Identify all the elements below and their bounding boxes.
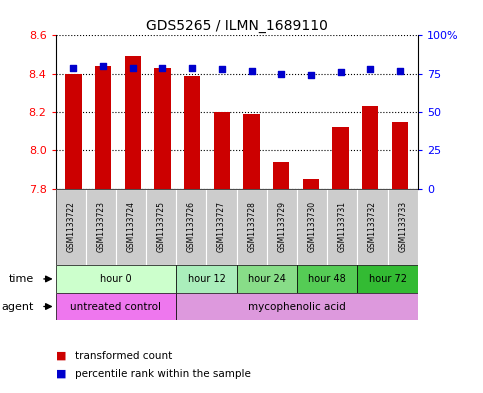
Text: GSM1133732: GSM1133732 xyxy=(368,201,377,252)
Point xyxy=(70,64,77,71)
Bar xyxy=(243,114,260,189)
Point xyxy=(129,64,137,71)
Bar xyxy=(146,189,176,265)
Bar xyxy=(184,75,200,189)
Text: GSM1133723: GSM1133723 xyxy=(96,201,105,252)
Bar xyxy=(392,121,408,189)
Bar xyxy=(237,265,297,293)
Bar xyxy=(362,106,379,189)
Bar xyxy=(207,189,237,265)
Point xyxy=(218,66,226,72)
Text: ■: ■ xyxy=(56,351,66,361)
Text: GSM1133727: GSM1133727 xyxy=(217,201,226,252)
Bar xyxy=(56,293,176,320)
Bar xyxy=(56,189,86,265)
Bar xyxy=(176,189,207,265)
Bar xyxy=(357,265,418,293)
Text: agent: agent xyxy=(1,301,34,312)
Point xyxy=(367,66,374,72)
Bar xyxy=(56,265,176,293)
Point xyxy=(248,68,256,74)
Text: transformed count: transformed count xyxy=(75,351,172,361)
Bar xyxy=(86,189,116,265)
Point xyxy=(188,64,196,71)
Title: GDS5265 / ILMN_1689110: GDS5265 / ILMN_1689110 xyxy=(146,19,327,33)
Bar xyxy=(125,57,141,189)
Bar xyxy=(327,189,357,265)
Bar xyxy=(176,293,418,320)
Bar xyxy=(332,127,349,189)
Bar xyxy=(267,189,297,265)
Text: hour 48: hour 48 xyxy=(308,274,346,284)
Text: mycophenolic acid: mycophenolic acid xyxy=(248,301,346,312)
Text: time: time xyxy=(9,274,34,284)
Bar xyxy=(273,162,289,189)
Bar xyxy=(303,179,319,189)
Point xyxy=(307,72,315,78)
Point xyxy=(337,69,344,75)
Bar xyxy=(388,189,418,265)
Text: hour 72: hour 72 xyxy=(369,274,407,284)
Bar xyxy=(297,189,327,265)
Text: GSM1133733: GSM1133733 xyxy=(398,201,407,252)
Text: GSM1133730: GSM1133730 xyxy=(308,201,317,252)
Text: GSM1133728: GSM1133728 xyxy=(247,202,256,252)
Text: GSM1133731: GSM1133731 xyxy=(338,201,347,252)
Text: hour 12: hour 12 xyxy=(187,274,226,284)
Point xyxy=(396,68,404,74)
Text: ■: ■ xyxy=(56,369,66,379)
Bar xyxy=(357,189,388,265)
Point xyxy=(99,63,107,69)
Text: GSM1133724: GSM1133724 xyxy=(127,201,136,252)
Text: GSM1133725: GSM1133725 xyxy=(156,201,166,252)
Bar xyxy=(65,73,82,189)
Bar xyxy=(237,189,267,265)
Bar xyxy=(95,66,111,189)
Text: hour 24: hour 24 xyxy=(248,274,286,284)
Bar xyxy=(116,189,146,265)
Text: GSM1133729: GSM1133729 xyxy=(277,201,286,252)
Bar xyxy=(176,265,237,293)
Text: hour 0: hour 0 xyxy=(100,274,132,284)
Text: percentile rank within the sample: percentile rank within the sample xyxy=(75,369,251,379)
Point xyxy=(277,70,285,77)
Text: untreated control: untreated control xyxy=(71,301,161,312)
Bar xyxy=(154,68,170,189)
Text: GSM1133726: GSM1133726 xyxy=(187,201,196,252)
Bar xyxy=(213,112,230,189)
Text: GSM1133722: GSM1133722 xyxy=(66,202,75,252)
Point xyxy=(158,64,166,71)
Bar xyxy=(297,265,357,293)
